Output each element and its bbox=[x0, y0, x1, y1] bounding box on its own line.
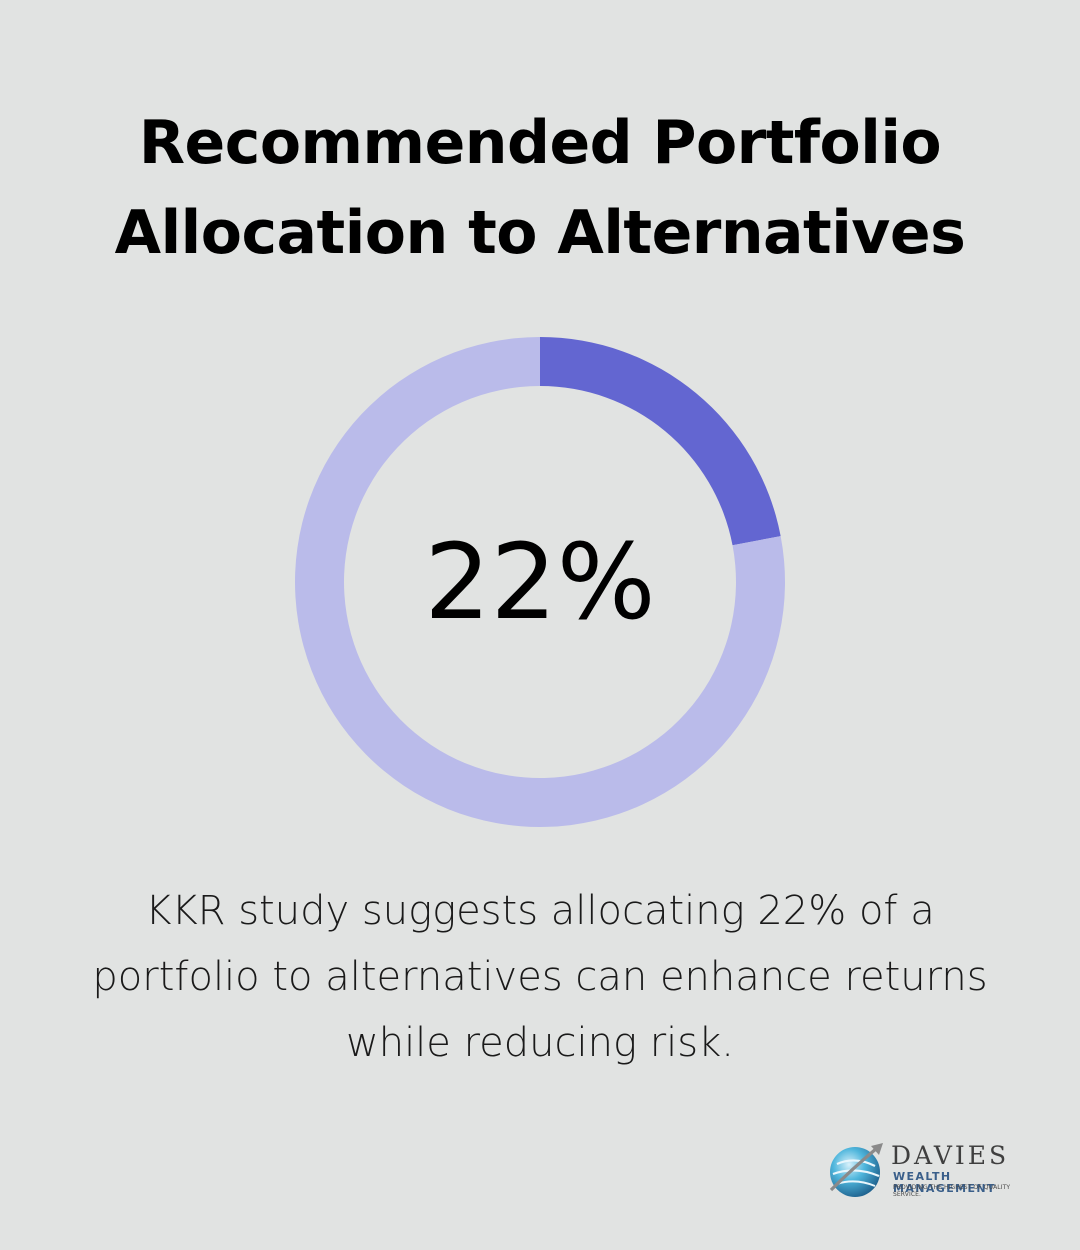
donut-segment-1 bbox=[540, 337, 781, 546]
brand-logo: DAVIES WEALTH MANAGEMENT PROVIDING THE H… bbox=[825, 1140, 1040, 1200]
logo-subtitle: WEALTH MANAGEMENT bbox=[893, 1170, 996, 1195]
globe-logo-icon bbox=[829, 1143, 883, 1197]
title-line-1: Recommended Portfolio bbox=[138, 108, 942, 178]
logo-name: DAVIES bbox=[891, 1141, 1010, 1170]
caption: KKR study suggests allocating 22% of a p… bbox=[40, 878, 1040, 1076]
page-title: Recommended Portfolio Allocation to Alte… bbox=[0, 98, 1080, 278]
title-line-2: Allocation to Alternatives bbox=[114, 198, 966, 268]
donut-center-value: 22% bbox=[424, 521, 655, 643]
caption-line-1: KKR study suggests allocating 22% of a bbox=[145, 888, 935, 934]
caption-line-3: while reducing risk. bbox=[346, 1020, 734, 1066]
logo-tagline: PROVIDING THE HIGHEST OF QUALITY SERVICE… bbox=[893, 1184, 1011, 1198]
caption-line-2: portfolio to alternatives can enhance re… bbox=[92, 954, 988, 1000]
donut-chart: 22% bbox=[295, 337, 785, 827]
donut-segments bbox=[295, 337, 785, 827]
